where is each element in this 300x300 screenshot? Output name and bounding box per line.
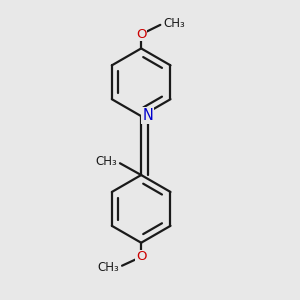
Text: CH₃: CH₃ — [163, 17, 185, 30]
Text: CH₃: CH₃ — [96, 155, 118, 168]
Text: O: O — [136, 28, 146, 41]
Text: N: N — [142, 108, 153, 123]
Text: CH₃: CH₃ — [97, 261, 119, 274]
Text: O: O — [136, 250, 146, 263]
